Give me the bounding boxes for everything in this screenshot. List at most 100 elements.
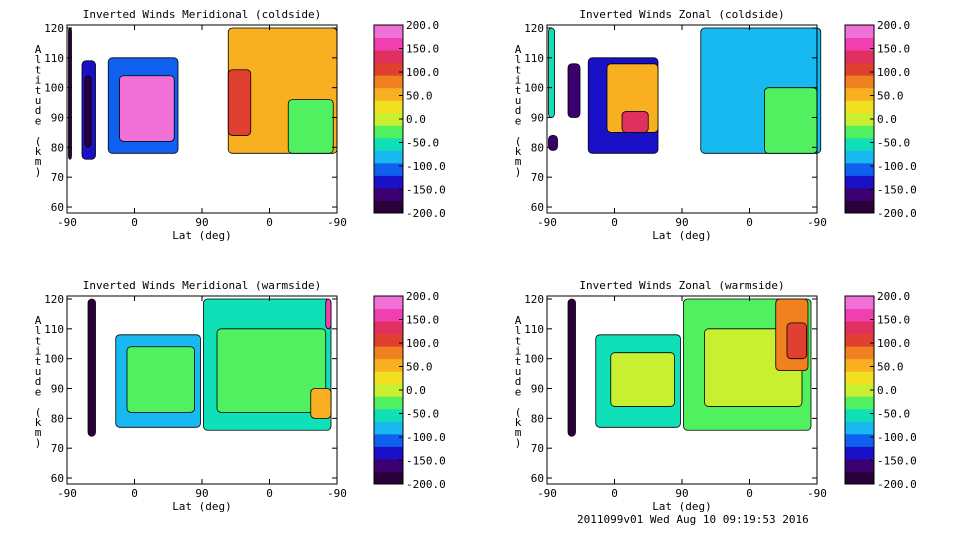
colorbar-tick-label: 0.0	[406, 113, 426, 126]
y-axis-label-char: e	[515, 114, 522, 127]
colorbar-segment	[845, 100, 874, 114]
x-tick-label: 0	[131, 487, 138, 500]
colorbar-tick-label: 50.0	[406, 361, 433, 374]
colorbar-segment	[374, 458, 403, 472]
y-tick-label: 100	[44, 353, 64, 366]
y-axis-label-char: u	[515, 94, 522, 107]
x-tick-label: 0	[266, 216, 273, 229]
colorbar-segment	[374, 162, 403, 176]
colorbar-segment	[374, 37, 403, 51]
colorbar-segment	[374, 112, 403, 126]
colorbar-tick-label: -100.0	[877, 431, 917, 444]
y-axis-label-char: e	[515, 385, 522, 398]
chart-title: Inverted Winds Meridional (warmside)	[83, 279, 321, 292]
x-tick-label: -90	[327, 216, 347, 229]
colorbar-segment	[845, 308, 874, 322]
heatmap-region	[610, 352, 675, 407]
chart-panel-2: Inverted Winds Zonal (coldside) -90 0 90 0 -9…	[515, 8, 917, 242]
chart-panel-4: Inverted Winds Zonal (warmside) -90 0 90 0 -9…	[515, 279, 917, 513]
y-axis-label-char: i	[35, 345, 42, 358]
x-axis-label: Lat (deg)	[652, 500, 712, 513]
y-axis-label-char: m	[35, 155, 42, 168]
y-axis-label-char: (	[35, 406, 42, 419]
colorbar-segment	[374, 396, 403, 410]
x-tick-label: -90	[807, 216, 827, 229]
colorbar-tick-label: -200.0	[877, 478, 917, 491]
colorbar-segment	[374, 471, 403, 485]
y-axis-label-char: i	[515, 345, 522, 358]
x-tick-label: 0	[131, 216, 138, 229]
colorbar-segment	[845, 396, 874, 410]
colorbar-segment	[374, 200, 403, 214]
y-axis-label-char: u	[35, 94, 42, 107]
colorbar-segment	[845, 50, 874, 64]
colorbar-segment	[374, 25, 403, 39]
y-axis-label-char: u	[515, 365, 522, 378]
colorbar-segment	[845, 87, 874, 101]
x-axis-label: Lat (deg)	[172, 229, 232, 242]
x-tick-label: 90	[675, 216, 688, 229]
y-tick-label: 70	[531, 442, 544, 455]
colorbar-segment	[845, 408, 874, 422]
colorbar-segment	[845, 175, 874, 189]
y-axis-label-char: A	[515, 314, 522, 327]
colorbar-segment	[845, 446, 874, 460]
colorbar-segment	[845, 162, 874, 176]
colorbar: 200.0 150.0 100.0 50.0 0.0 -50.0 -100.0 -150.0 -…	[844, 19, 917, 220]
colorbar-segment	[845, 358, 874, 372]
y-tick-label: 90	[531, 112, 544, 125]
heatmap-region	[216, 328, 327, 413]
colorbar-tick-label: -150.0	[877, 184, 917, 197]
colorbar-segment	[845, 421, 874, 435]
colorbar-tick-label: -100.0	[406, 160, 446, 173]
y-axis-label-char: m	[35, 426, 42, 439]
colorbar-segment	[374, 137, 403, 151]
y-axis-label-char: t	[515, 355, 522, 368]
y-axis-label-char: t	[515, 334, 522, 347]
colorbar-segment	[845, 200, 874, 214]
colorbar-segment	[845, 137, 874, 151]
colorbar-segment	[845, 333, 874, 347]
x-tick-label: 90	[195, 487, 208, 500]
y-axis-label-char: d	[515, 375, 522, 388]
y-axis-label-char: A	[515, 43, 522, 56]
y-axis-label-char: t	[35, 355, 42, 368]
colorbar-segment	[374, 408, 403, 422]
y-axis-label-char: A	[35, 314, 42, 327]
colorbar: 200.0 150.0 100.0 50.0 0.0 -50.0 -100.0 -150.0 -…	[844, 290, 917, 491]
y-axis-label-char: l	[35, 53, 42, 66]
x-tick-label: 90	[195, 216, 208, 229]
y-tick-label: 60	[51, 201, 64, 214]
y-tick-label: 100	[524, 353, 544, 366]
colorbar-segment	[845, 62, 874, 76]
colorbar-segment	[845, 187, 874, 201]
y-axis-label-char: t	[35, 63, 42, 76]
colorbar-tick-label: -100.0	[877, 160, 917, 173]
x-axis-label: Lat (deg)	[172, 500, 232, 513]
y-axis-label-char: )	[35, 436, 42, 449]
colorbar-segment	[374, 333, 403, 347]
colorbar-segment	[374, 125, 403, 139]
colorbar-segment	[845, 296, 874, 310]
y-tick-label: 120	[524, 22, 544, 35]
colorbar: 200.0 150.0 100.0 50.0 0.0 -50.0 -100.0 -150.0 -…	[373, 19, 446, 220]
heatmap-region	[764, 87, 818, 154]
colorbar: 200.0 150.0 100.0 50.0 0.0 -50.0 -100.0 -150.0 -…	[373, 290, 446, 491]
colorbar-tick-label: 100.0	[406, 66, 439, 79]
y-tick-label: 100	[524, 82, 544, 95]
heatmap-region	[567, 298, 576, 437]
colorbar-segment	[374, 50, 403, 64]
chart-title: Inverted Winds Meridional (coldside)	[83, 8, 321, 21]
heatmap-region	[68, 27, 72, 160]
colorbar-segment	[845, 471, 874, 485]
colorbar-segment	[374, 62, 403, 76]
colorbar-tick-label: -50.0	[877, 137, 910, 150]
y-axis-label-char: t	[515, 63, 522, 76]
heatmap-region	[621, 111, 649, 133]
colorbar-segment	[845, 125, 874, 139]
x-tick-label: -90	[327, 487, 347, 500]
colorbar-segment	[374, 421, 403, 435]
y-tick-label: 60	[531, 472, 544, 485]
colorbar-tick-label: 150.0	[877, 314, 910, 327]
y-axis-label-char: )	[515, 436, 522, 449]
